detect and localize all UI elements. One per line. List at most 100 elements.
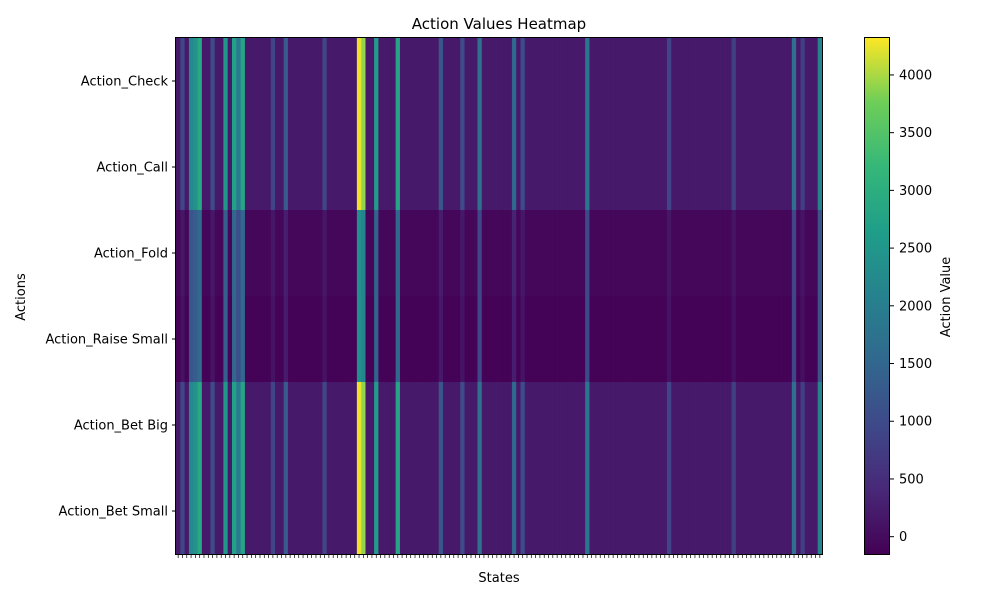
heatmap-cell: [223, 38, 229, 125]
heatmap-cell: [705, 296, 711, 383]
heatmap-cell: [244, 296, 250, 383]
heatmap-cell: [684, 468, 690, 555]
heatmap-cell: [817, 210, 823, 297]
heatmap-cell: [287, 296, 293, 383]
heatmap-cell: [744, 468, 750, 555]
heatmap-cell: [606, 210, 612, 297]
heatmap-cell: [331, 296, 336, 383]
heatmap-cell: [598, 296, 603, 383]
heatmap-cell: [533, 296, 539, 383]
heatmap-cell: [378, 468, 384, 555]
heatmap-cell: [266, 468, 272, 555]
heatmap-cell: [494, 124, 500, 211]
heatmap-cell: [598, 124, 603, 211]
colorbar-tick-label: 3000: [899, 184, 932, 199]
heatmap-cell: [748, 382, 754, 469]
heatmap-cell: [641, 38, 647, 125]
heatmap-cell: [266, 296, 272, 383]
heatmap-cell: [481, 382, 487, 469]
heatmap-cell: [787, 124, 793, 211]
heatmap-cell: [593, 382, 599, 469]
heatmap-cell: [477, 296, 483, 383]
heatmap-cell: [451, 296, 457, 383]
heatmap-cell: [464, 296, 470, 383]
heatmap-cell: [382, 38, 388, 125]
heatmap-cell: [641, 296, 647, 383]
heatmap-cell: [425, 296, 431, 383]
heatmap-cell: [740, 210, 746, 297]
heatmap-cell: [770, 124, 776, 211]
heatmap-cell: [735, 38, 741, 125]
heatmap-cell: [735, 468, 741, 555]
heatmap-cell: [249, 468, 255, 555]
heatmap-cell: [499, 382, 504, 469]
heatmap-cell: [628, 296, 634, 383]
heatmap-cell: [253, 382, 259, 469]
heatmap-cell: [662, 296, 668, 383]
heatmap-cell: [481, 296, 487, 383]
heatmap-cell: [214, 296, 220, 383]
heatmap-cell: [585, 124, 591, 211]
heatmap-cell: [718, 124, 724, 211]
heatmap-cell: [714, 468, 720, 555]
heatmap-cell: [658, 38, 664, 125]
heatmap-cell: [817, 124, 823, 211]
heatmap-cell: [710, 124, 715, 211]
heatmap-cell: [455, 468, 461, 555]
heatmap-cell: [757, 468, 763, 555]
heatmap-cell: [731, 38, 737, 125]
heatmap-cell: [180, 382, 186, 469]
heatmap-cell: [662, 468, 668, 555]
colorbar-ticks: 0 500 1000 1500 2000 2500 3000 3500 4000: [890, 68, 932, 545]
heatmap-cell: [778, 124, 784, 211]
heatmap-cell: [240, 468, 246, 555]
heatmap-cell: [184, 210, 190, 297]
heatmap-cell: [335, 38, 341, 125]
heatmap-cell: [262, 382, 268, 469]
heatmap-cell: [757, 382, 763, 469]
heatmap-cell: [511, 468, 517, 555]
heatmap-cell: [481, 38, 487, 125]
heatmap-cell: [219, 124, 224, 211]
heatmap-cell: [744, 296, 750, 383]
heatmap-cell: [348, 124, 354, 211]
heatmap-cell: [774, 210, 780, 297]
heatmap-cell: [567, 382, 573, 469]
heatmap-cell: [468, 38, 474, 125]
heatmap-cell: [361, 124, 367, 211]
heatmap-cell: [761, 468, 767, 555]
heatmap-cell: [649, 382, 655, 469]
heatmap-cell: [701, 296, 707, 383]
heatmap-cell: [559, 124, 565, 211]
colorbar: [864, 37, 890, 555]
heatmap-cell: [533, 210, 539, 297]
heatmap-cell: [813, 38, 819, 125]
heatmap-cell: [490, 124, 496, 211]
heatmap-cell: [365, 210, 371, 297]
heatmap-cell: [322, 296, 328, 383]
heatmap-cell: [589, 382, 595, 469]
heatmap-cell: [279, 468, 285, 555]
heatmap-cell: [460, 382, 466, 469]
heatmap-cell: [283, 124, 289, 211]
heatmap-cell: [206, 296, 212, 383]
heatmap-cell: [499, 468, 504, 555]
heatmap-cell: [421, 468, 427, 555]
heatmap-cell: [438, 468, 444, 555]
heatmap-cell: [697, 38, 703, 125]
heatmap-cell: [214, 468, 220, 555]
heatmap-cell: [791, 124, 797, 211]
heatmap-cell: [180, 210, 186, 297]
heatmap-cell: [374, 124, 380, 211]
heatmap-cell: [275, 382, 280, 469]
heatmap-cell: [322, 124, 328, 211]
heatmap-cell: [473, 382, 479, 469]
heatmap-cell: [572, 210, 578, 297]
heatmap-cell: [718, 296, 724, 383]
heatmap-cell: [606, 296, 612, 383]
heatmap-cell: [369, 468, 375, 555]
heatmap-cell: [356, 38, 362, 125]
heatmap-cell: [774, 38, 780, 125]
heatmap-cell: [654, 468, 659, 555]
heatmap-cell: [727, 296, 733, 383]
